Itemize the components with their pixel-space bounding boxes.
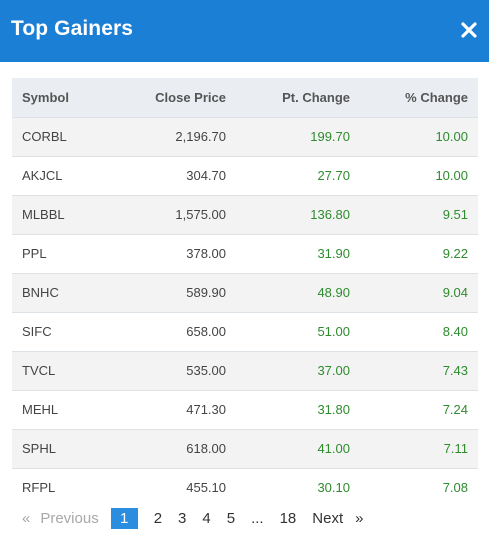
page-button-1[interactable]: 1	[110, 507, 138, 529]
pt-change-cell: 31.80	[317, 402, 350, 417]
symbol-cell: CORBL	[22, 129, 67, 144]
pt-change-cell: 136.80	[310, 207, 350, 222]
pct-change-cell: 9.04	[442, 285, 468, 300]
symbol-cell: TVCL	[22, 363, 56, 378]
pct-change-cell: 8.40	[442, 324, 468, 339]
pt-change-cell: 30.10	[317, 480, 350, 496]
next-button[interactable]: Next	[312, 509, 344, 527]
symbol-cell: AKJCL	[22, 168, 63, 183]
table-row[interactable]: SIFC 658.00 51.00 8.40	[12, 312, 478, 351]
table-row[interactable]: BNHC 589.90 48.90 9.04	[12, 273, 478, 312]
table-body: CORBL 2,196.70 199.70 10.00 AKJCL 304.70 27.70…	[12, 117, 478, 507]
close-price-cell: 618.00	[186, 441, 226, 456]
symbol-cell: RFPL	[22, 480, 56, 496]
symbol-cell: MLBBL	[22, 207, 65, 222]
table-row[interactable]: MEHL 471.30 31.80 7.24	[12, 390, 478, 429]
modal-title: Top Gainers	[11, 17, 134, 40]
close-price-cell: 589.90	[186, 285, 226, 300]
pct-change-cell: 9.51	[442, 207, 468, 222]
column-header-pct-change[interactable]: % Change	[405, 89, 468, 105]
page-button-3[interactable]: 3	[178, 509, 187, 527]
table-row[interactable]: RFPL 455.10 30.10 7.08	[12, 468, 478, 507]
gainers-table-wrapper: Symbol Close Price Pt. Change % Change C…	[12, 78, 478, 507]
symbol-cell: MEHL	[22, 402, 59, 417]
table-row[interactable]: TVCL 535.00 37.00 7.43	[12, 351, 478, 390]
table-row[interactable]: PPL 378.00 31.90 9.22	[12, 234, 478, 273]
table-row[interactable]: SPHL 618.00 41.00 7.11	[12, 429, 478, 468]
close-price-cell: 471.30	[186, 402, 226, 417]
symbol-cell: BNHC	[22, 285, 59, 300]
close-price-cell: 658.00	[186, 324, 226, 339]
modal-header: Top Gainers	[0, 0, 489, 62]
pct-change-cell: 10.00	[435, 168, 468, 183]
page-button-5[interactable]: 5	[226, 509, 236, 527]
pct-change-cell: 10.00	[435, 129, 468, 144]
pt-change-cell: 48.90	[317, 285, 350, 300]
symbol-cell: PPL	[22, 246, 47, 261]
symbol-cell: SPHL	[22, 441, 56, 456]
pct-change-cell: 7.43	[442, 363, 468, 378]
pct-change-cell: 9.22	[442, 246, 468, 261]
column-header-close-price[interactable]: Close Price	[155, 89, 226, 105]
close-price-cell: 455.10	[186, 480, 226, 496]
table-row[interactable]: AKJCL 304.70 27.70 10.00	[12, 156, 478, 195]
pct-change-cell: 7.24	[442, 402, 468, 417]
page-button-18[interactable]: 18	[279, 509, 297, 527]
previous-arrow: «	[22, 509, 31, 527]
close-price-cell: 2,196.70	[175, 129, 226, 144]
close-price-cell: 535.00	[186, 363, 226, 378]
page-button-2[interactable]: 2	[153, 509, 163, 527]
table-header-row: Symbol Close Price Pt. Change % Change	[12, 78, 478, 117]
pt-change-cell: 41.00	[317, 441, 350, 456]
table-row[interactable]: MLBBL 1,575.00 136.80 9.51	[12, 195, 478, 234]
gainers-table: Symbol Close Price Pt. Change % Change C…	[12, 78, 478, 507]
symbol-cell: SIFC	[22, 324, 52, 339]
close-price-cell: 304.70	[186, 168, 226, 183]
page-button-4[interactable]: 4	[202, 509, 211, 527]
next-arrow[interactable]: »	[355, 509, 364, 527]
column-header-pt-change[interactable]: Pt. Change	[282, 89, 350, 105]
page-ellipsis: ...	[251, 509, 264, 527]
table-row[interactable]: CORBL 2,196.70 199.70 10.00	[12, 117, 478, 156]
pt-change-cell: 199.70	[310, 129, 350, 144]
pt-change-cell: 51.00	[317, 324, 350, 339]
pct-change-cell: 7.08	[442, 480, 468, 496]
close-price-cell: 378.00	[186, 246, 226, 261]
pt-change-cell: 31.90	[317, 246, 350, 261]
pct-change-cell: 7.11	[443, 441, 468, 456]
previous-button[interactable]: Previous	[40, 509, 99, 527]
pagination: « Previous 1 2 3 4 5 ... 18 Next »	[22, 507, 379, 529]
close-icon[interactable]	[459, 20, 479, 40]
pt-change-cell: 37.00	[317, 363, 350, 378]
column-header-symbol[interactable]: Symbol	[22, 89, 69, 105]
close-price-cell: 1,575.00	[175, 207, 226, 222]
pt-change-cell: 27.70	[317, 168, 350, 183]
